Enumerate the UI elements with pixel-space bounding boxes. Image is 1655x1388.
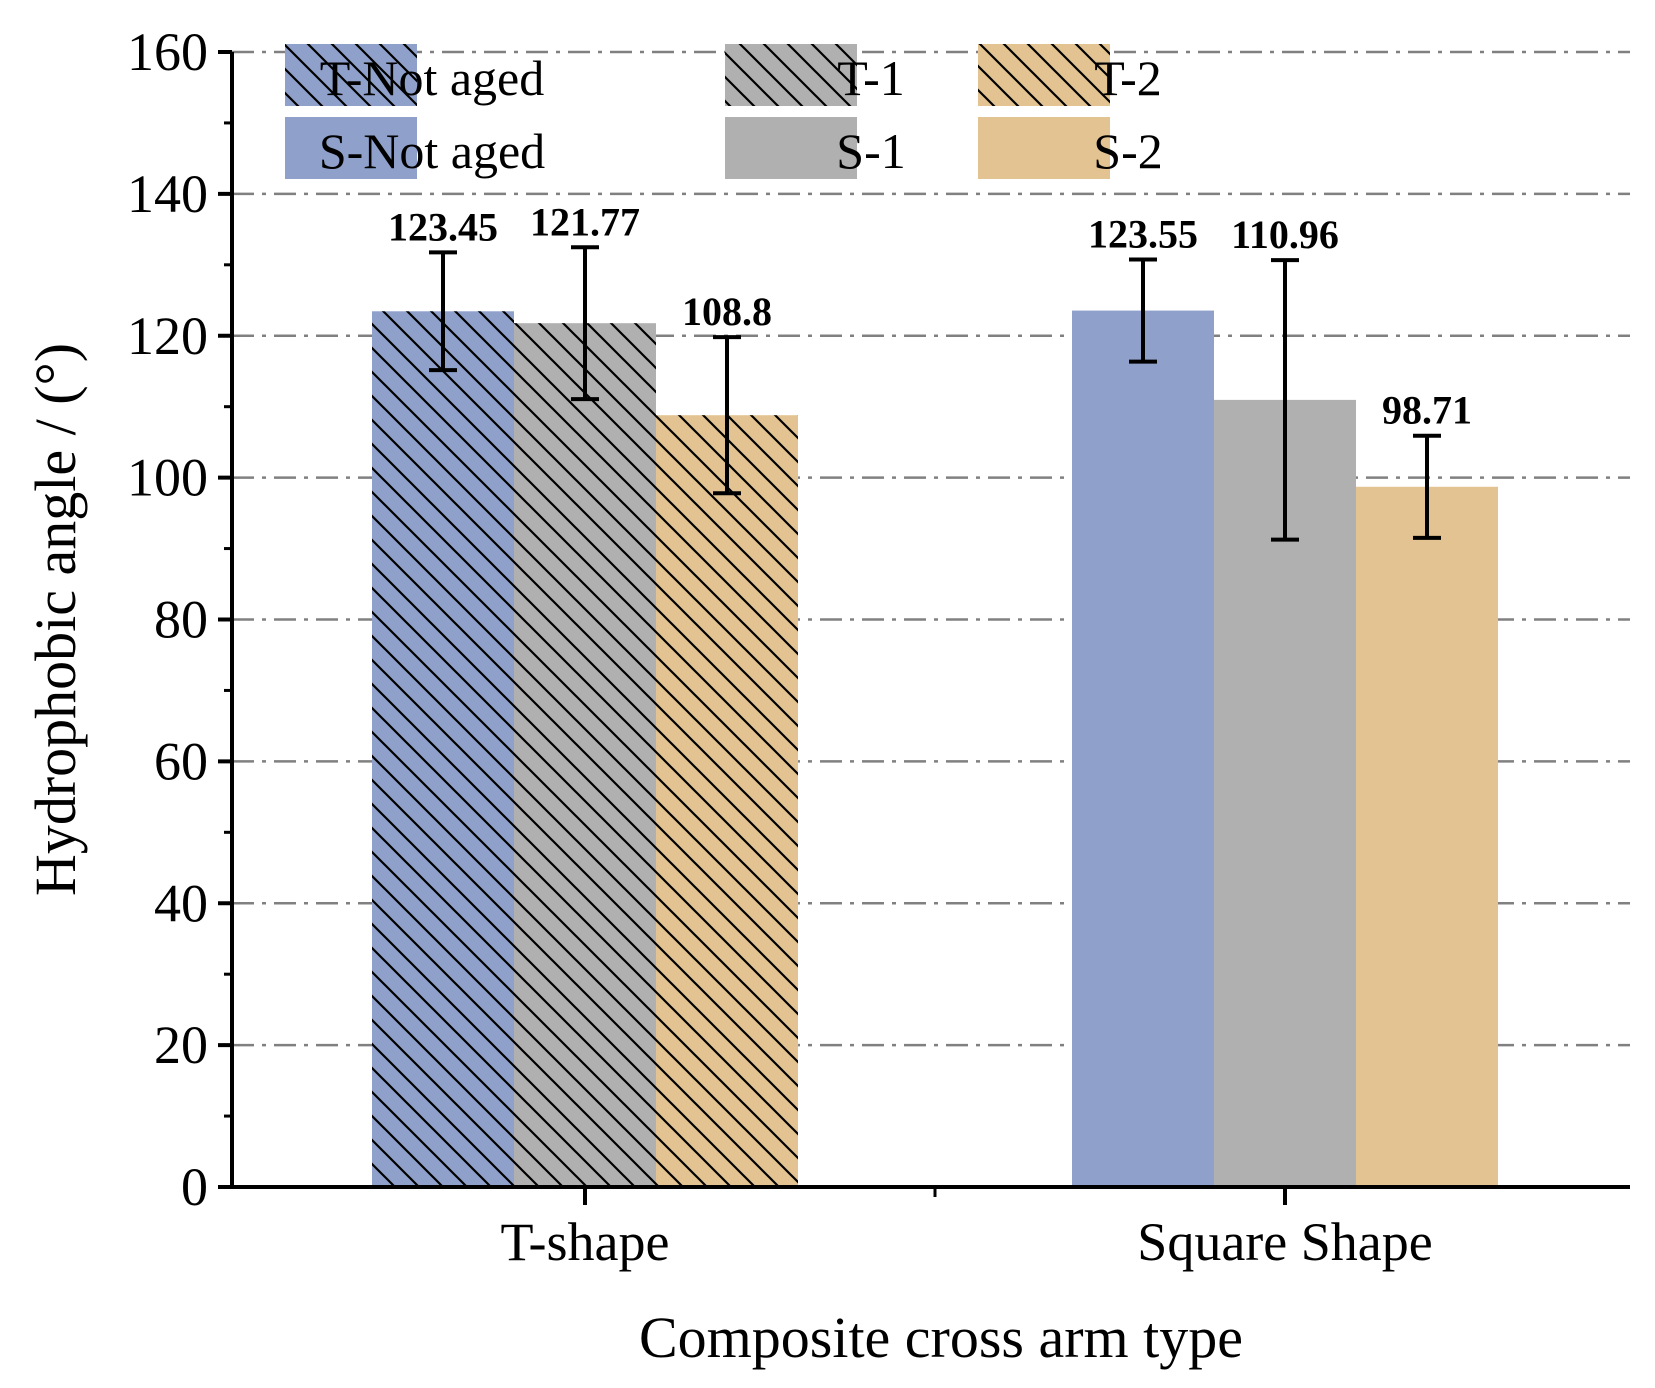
- legend-item: T-1: [725, 44, 905, 106]
- y-tick-label: 60: [154, 731, 208, 791]
- legend-item: T-Not aged: [285, 44, 544, 106]
- legend-label: S-1: [836, 123, 905, 179]
- axes: 0 20 40 60 80 100 120 140 160 T-shape Square Shape: [127, 22, 1630, 1272]
- bar-t-not-aged: [372, 311, 514, 1187]
- legend: T-Not aged T-1 T-2 S-Not aged S-1 S-2: [285, 44, 1163, 179]
- legend-swatch: [285, 117, 417, 179]
- data-label: 110.96: [1231, 212, 1339, 257]
- bar-t-not-aged-hatch: [372, 311, 514, 1187]
- error-bars: [429, 245, 1441, 542]
- y-tick-label: 40: [154, 873, 208, 933]
- bar-t-1-hatch: [514, 323, 656, 1187]
- legend-swatch: [978, 117, 1110, 179]
- error-bar: [571, 245, 599, 402]
- legend-label: S-Not aged: [319, 123, 545, 179]
- data-label: 108.8: [682, 289, 772, 334]
- x-axis-title: Composite cross arm type: [639, 1305, 1243, 1370]
- legend-label: T-1: [837, 50, 905, 106]
- error-bar: [1413, 433, 1441, 540]
- error-bar: [1129, 257, 1157, 364]
- y-axis-title: Hydrophobic angle / (°): [23, 343, 88, 896]
- y-tick-label: 120: [127, 306, 208, 366]
- y-tick-label: 160: [127, 22, 208, 82]
- error-bar: [1271, 258, 1299, 542]
- legend-label: T-Not aged: [320, 50, 545, 106]
- y-tick-label: 140: [127, 164, 208, 224]
- data-label: 98.71: [1382, 388, 1472, 433]
- y-tick-label: 20: [154, 1015, 208, 1075]
- y-tick-label: 0: [181, 1157, 208, 1217]
- bar-s-2-fill: [1356, 486, 1498, 1187]
- bar-s-not-aged-fill: [1072, 310, 1214, 1187]
- data-label: 121.77: [530, 199, 640, 244]
- x-tick-label: T-shape: [501, 1212, 670, 1272]
- legend-label: T-2: [1094, 50, 1162, 106]
- legend-item: T-2: [978, 44, 1162, 106]
- legend-item: S-Not aged: [285, 117, 545, 179]
- error-bar: [429, 250, 457, 373]
- bar-t-2: [656, 415, 798, 1187]
- legend-label: S-2: [1093, 123, 1162, 179]
- legend-swatch: [725, 117, 857, 179]
- x-tick-label: Square Shape: [1137, 1212, 1432, 1272]
- bar-t-1: [514, 323, 656, 1187]
- bar-s-2: [1356, 486, 1498, 1187]
- bar-t-2-hatch: [656, 415, 798, 1187]
- legend-item: S-1: [725, 117, 906, 179]
- y-tick-label: 80: [154, 590, 208, 650]
- y-tick-label: 100: [127, 448, 208, 508]
- bars: [372, 310, 1498, 1187]
- error-bar: [713, 335, 741, 496]
- legend-item: S-2: [978, 117, 1163, 179]
- data-labels: 123.45 121.77 108.8 123.55 110.96 98.71: [388, 199, 1472, 432]
- data-label: 123.45: [388, 204, 498, 249]
- bar-s-not-aged: [1072, 310, 1214, 1187]
- data-label: 123.55: [1088, 211, 1198, 256]
